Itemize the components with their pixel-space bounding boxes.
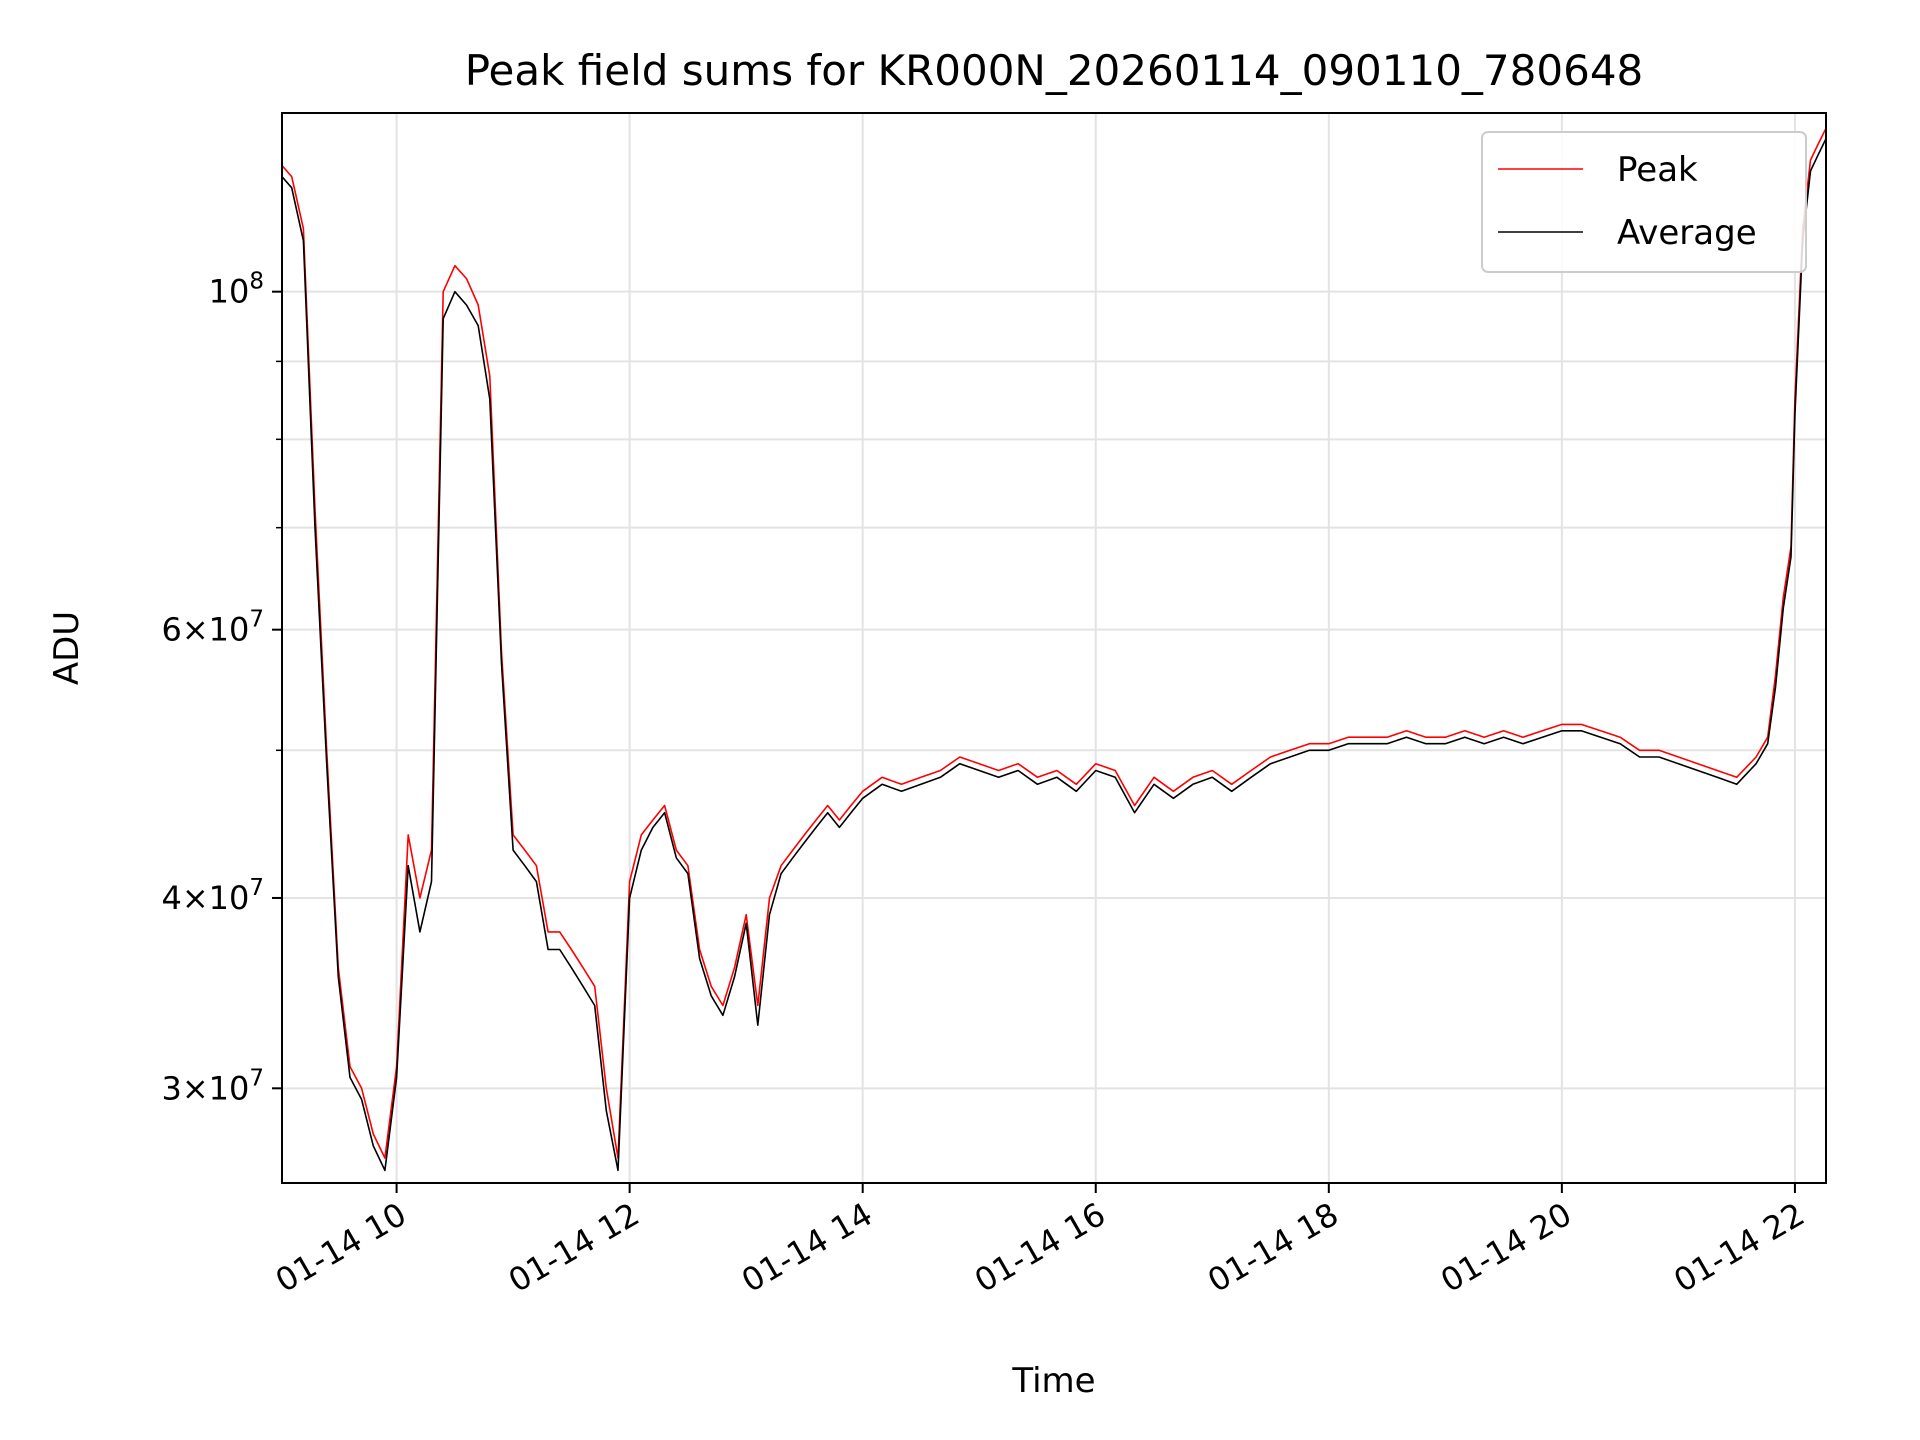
series-line-average [281, 138, 1827, 1172]
y-tick-times: × [182, 611, 209, 649]
legend: Peak Average [1481, 131, 1807, 273]
y-tick-base: 10 [209, 611, 250, 649]
y-tick-exponent: 7 [249, 875, 264, 901]
y-tick-base: 10 [209, 1069, 250, 1107]
chart-title: Peak field sums for KR000N_20260114_0901… [465, 46, 1644, 95]
y-tick-mantissa: 3 [161, 1069, 181, 1107]
series-line-peak [281, 127, 1827, 1159]
y-tick-base: 10 [209, 879, 250, 917]
y-tick-label: 3×107 [161, 1065, 264, 1107]
y-tick-label: 6×107 [161, 607, 264, 649]
legend-label-peak: Peak [1617, 150, 1698, 190]
series-group [281, 127, 1827, 1172]
y-tick-times: × [182, 1069, 209, 1107]
plot-frame [281, 112, 1827, 1184]
y-tick-mantissa: 6 [161, 611, 181, 649]
legend-label-average: Average [1617, 213, 1757, 253]
y-tick-exponent: 8 [249, 269, 264, 295]
y-tick-label: 4×107 [161, 875, 264, 917]
y-axis-title: ADU [47, 611, 87, 685]
y-tick-exponent: 7 [249, 607, 264, 633]
y-tick-exponent: 7 [249, 1065, 264, 1091]
y-tick-times: × [182, 879, 209, 917]
y-tick-base: 10 [209, 273, 250, 311]
legend-box [1481, 131, 1807, 273]
x-axis-title: Time [1011, 1361, 1095, 1401]
y-tick-label: 108 [209, 269, 264, 311]
y-tick-mantissa: 4 [161, 879, 181, 917]
